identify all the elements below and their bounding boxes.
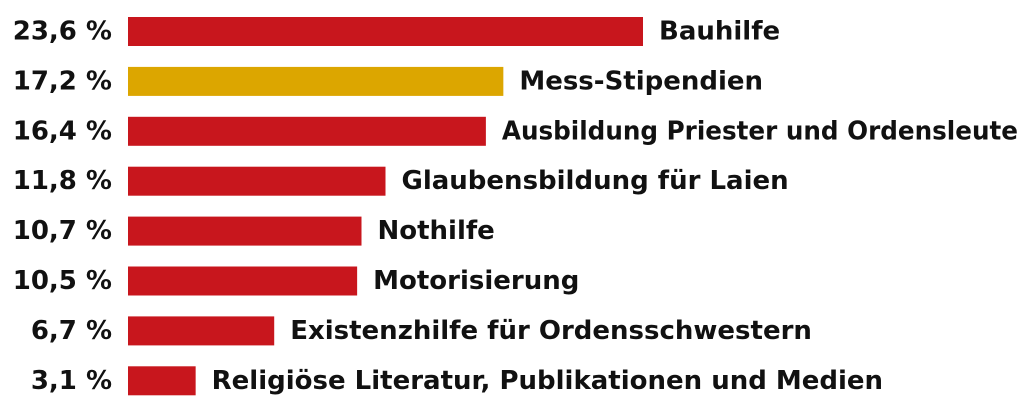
value-label: 17,2 % — [13, 66, 112, 96]
bar — [128, 17, 643, 46]
category-label: Ausbildung Priester und Ordensleute — [502, 116, 1018, 146]
bar — [128, 366, 196, 396]
category-label: Glaubensbildung für Laien — [402, 166, 789, 196]
value-label: 16,4 % — [13, 116, 112, 146]
bar — [128, 316, 275, 346]
category-label: Nothilfe — [377, 216, 494, 246]
value-label: 11,8 % — [13, 166, 112, 196]
value-label: 3,1 % — [31, 366, 112, 396]
category-label: Bauhilfe — [659, 17, 780, 47]
bar — [128, 216, 362, 246]
category-label: Motorisierung — [373, 266, 579, 296]
bar — [128, 66, 504, 96]
value-label: 10,7 % — [13, 216, 112, 246]
category-label: Religiöse Literatur, Publikationen und M… — [212, 366, 883, 396]
bar — [128, 266, 358, 296]
value-label: 23,6 % — [13, 17, 112, 47]
value-label: 10,5 % — [13, 266, 112, 296]
bar — [128, 166, 386, 196]
value-label: 6,7 % — [31, 316, 112, 346]
category-label: Mess-Stipendien — [519, 66, 763, 96]
bar — [128, 116, 486, 146]
category-label: Existenzhilfe für Ordensschwestern — [290, 316, 812, 346]
